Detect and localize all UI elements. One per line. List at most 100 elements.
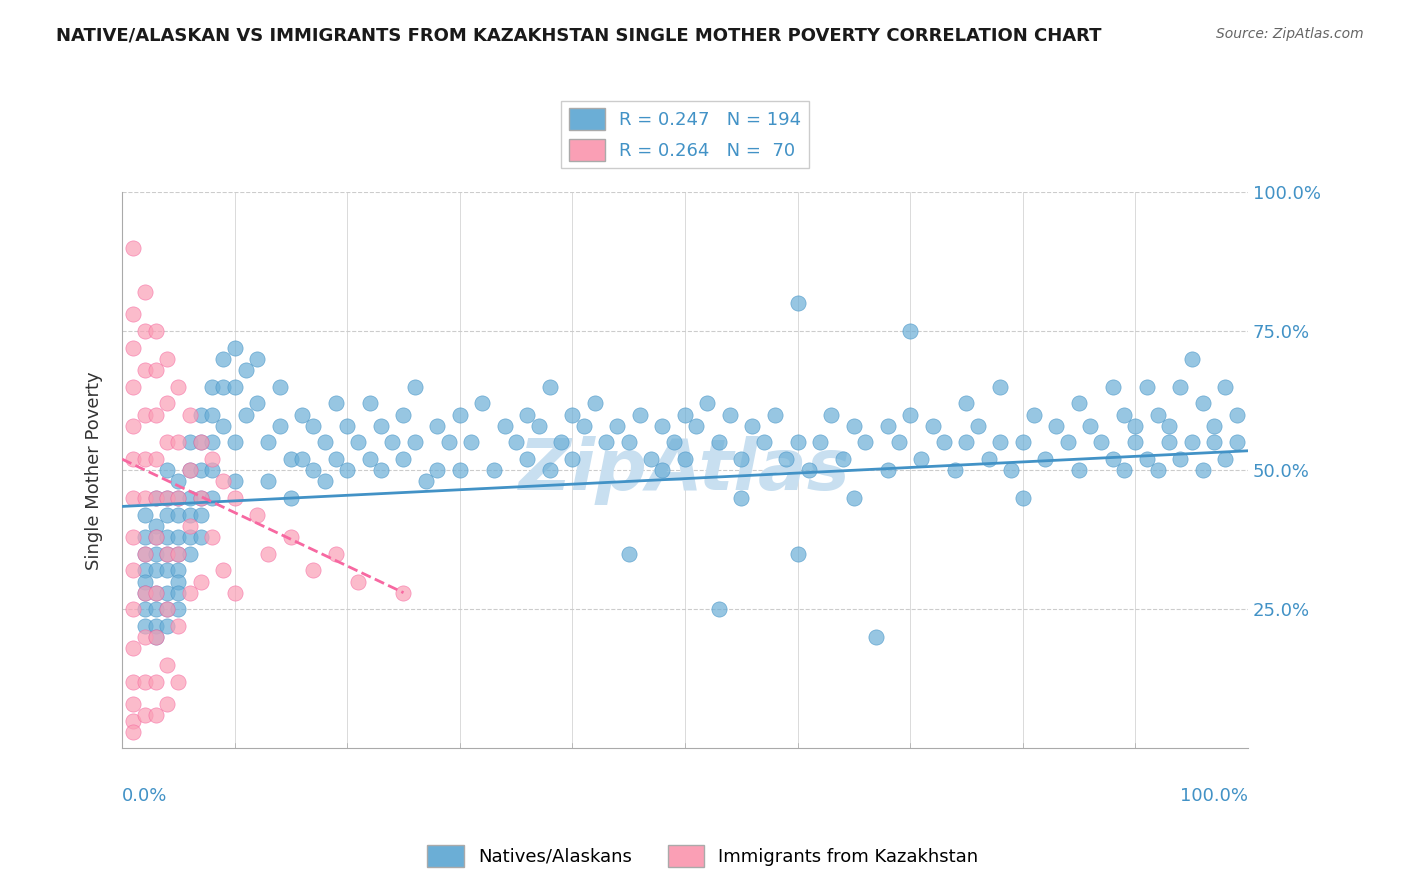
Point	[224, 341, 246, 355]
Point	[156, 658, 179, 673]
Point	[1000, 463, 1022, 477]
Point	[943, 463, 966, 477]
Point	[167, 563, 190, 577]
Point	[167, 547, 190, 561]
Point	[190, 408, 212, 422]
Point	[201, 435, 224, 450]
Point	[257, 435, 280, 450]
Point	[156, 563, 179, 577]
Point	[145, 630, 167, 644]
Point	[145, 491, 167, 505]
Point	[224, 585, 246, 599]
Point	[212, 563, 235, 577]
Point	[167, 380, 190, 394]
Point	[347, 435, 370, 450]
Point	[876, 463, 898, 477]
Point	[775, 452, 797, 467]
Point	[134, 452, 156, 467]
Point	[201, 408, 224, 422]
Point	[235, 363, 257, 377]
Point	[156, 602, 179, 616]
Point	[122, 452, 145, 467]
Point	[730, 491, 752, 505]
Point	[707, 435, 730, 450]
Point	[145, 674, 167, 689]
Point	[145, 547, 167, 561]
Point	[673, 452, 696, 467]
Point	[685, 418, 707, 433]
Text: ZipAtlas: ZipAtlas	[519, 436, 851, 505]
Point	[246, 351, 269, 366]
Point	[606, 418, 628, 433]
Point	[1011, 491, 1033, 505]
Point	[201, 491, 224, 505]
Point	[1101, 452, 1123, 467]
Point	[1213, 452, 1236, 467]
Point	[122, 563, 145, 577]
Point	[145, 630, 167, 644]
Point	[167, 508, 190, 522]
Point	[538, 463, 561, 477]
Point	[1078, 418, 1101, 433]
Point	[145, 708, 167, 723]
Point	[167, 491, 190, 505]
Point	[280, 491, 302, 505]
Point	[336, 418, 359, 433]
Point	[212, 418, 235, 433]
Point	[134, 285, 156, 300]
Point	[1157, 418, 1180, 433]
Point	[359, 452, 381, 467]
Point	[122, 308, 145, 322]
Point	[145, 324, 167, 338]
Point	[156, 396, 179, 410]
Text: 100.0%: 100.0%	[1180, 788, 1249, 805]
Point	[122, 674, 145, 689]
Point	[426, 463, 449, 477]
Point	[820, 408, 842, 422]
Point	[1112, 408, 1135, 422]
Point	[370, 418, 392, 433]
Point	[167, 574, 190, 589]
Point	[212, 351, 235, 366]
Point	[145, 408, 167, 422]
Point	[550, 435, 572, 450]
Point	[134, 547, 156, 561]
Point	[156, 547, 179, 561]
Point	[595, 435, 617, 450]
Point	[122, 491, 145, 505]
Point	[122, 697, 145, 711]
Point	[190, 530, 212, 544]
Point	[628, 408, 651, 422]
Point	[1202, 435, 1225, 450]
Point	[392, 585, 415, 599]
Point	[786, 547, 808, 561]
Point	[842, 491, 865, 505]
Point	[122, 530, 145, 544]
Point	[1045, 418, 1067, 433]
Point	[167, 435, 190, 450]
Point	[370, 463, 392, 477]
Point	[494, 418, 516, 433]
Point	[359, 396, 381, 410]
Point	[977, 452, 1000, 467]
Point	[201, 452, 224, 467]
Point	[1011, 435, 1033, 450]
Point	[246, 396, 269, 410]
Point	[786, 296, 808, 310]
Point	[808, 435, 831, 450]
Point	[730, 452, 752, 467]
Point	[415, 475, 437, 489]
Point	[190, 491, 212, 505]
Point	[347, 574, 370, 589]
Point	[1213, 380, 1236, 394]
Point	[134, 563, 156, 577]
Point	[134, 491, 156, 505]
Point	[617, 547, 640, 561]
Point	[122, 418, 145, 433]
Point	[179, 547, 201, 561]
Point	[190, 463, 212, 477]
Point	[1168, 380, 1191, 394]
Point	[224, 435, 246, 450]
Point	[145, 602, 167, 616]
Point	[190, 435, 212, 450]
